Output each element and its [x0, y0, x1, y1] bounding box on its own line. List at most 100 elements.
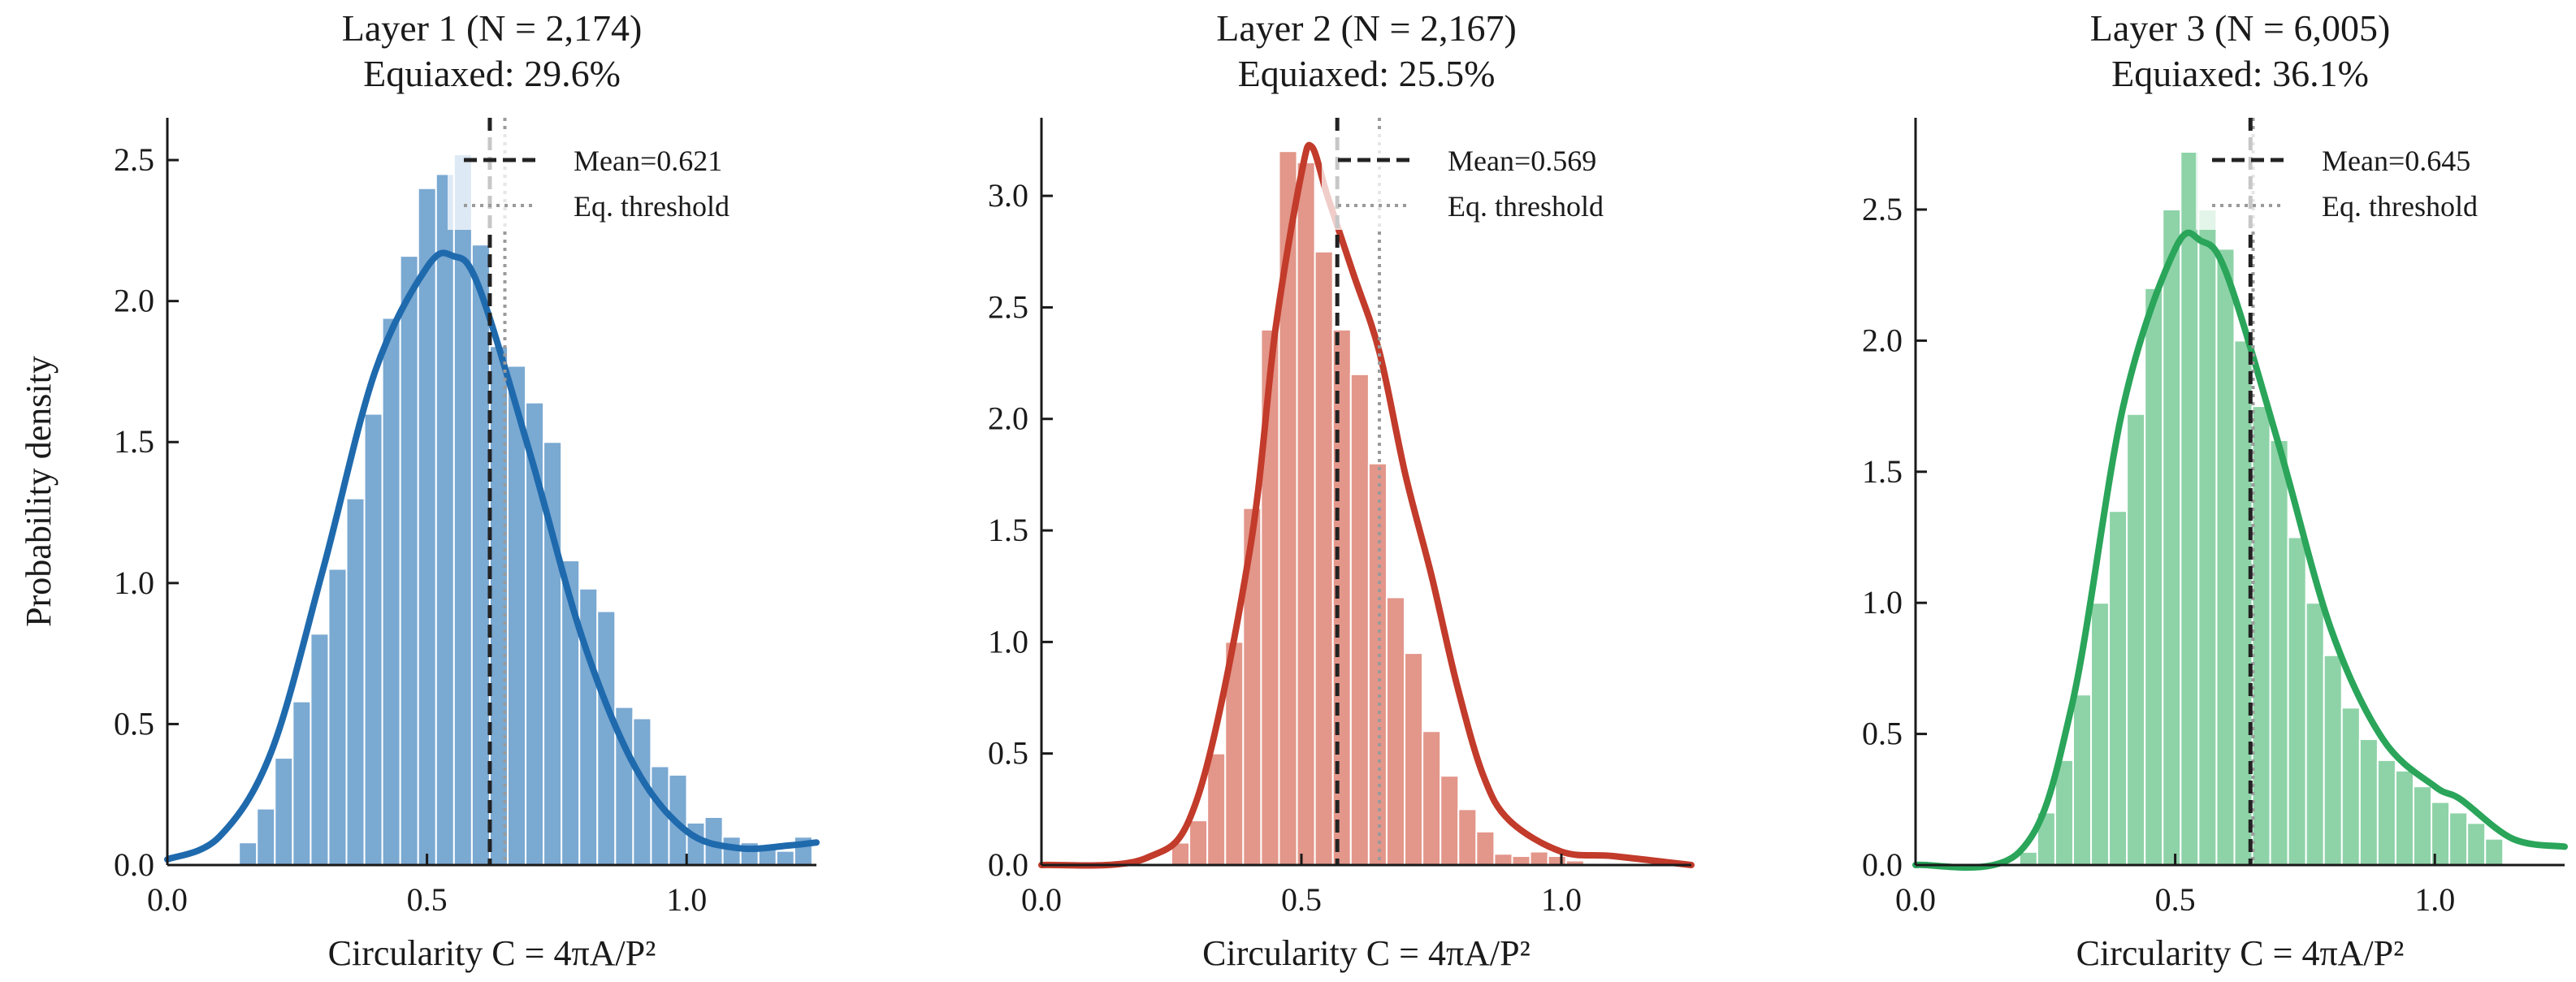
x-tick-label: 0.5: [2155, 881, 2196, 918]
legend-threshold-label: Eq. threshold: [574, 190, 730, 223]
histogram-bar: [2376, 759, 2396, 866]
legend: Mean=0.645 Eq. threshold: [2196, 134, 2565, 230]
histogram-bar: [2484, 837, 2505, 866]
histogram-bar: [2323, 654, 2343, 866]
histogram-bar: [292, 700, 312, 867]
histogram-bar: [1385, 596, 1406, 866]
legend-mean-label: Mean=0.645: [2322, 145, 2470, 177]
histogram-bar: [417, 187, 437, 867]
histogram-bar: [256, 807, 276, 867]
y-tick-label: 0.0: [1862, 846, 1903, 883]
y-axis-label: Probability density: [19, 356, 58, 627]
panel-subtitle: Equiaxed: 25.5%: [1238, 53, 1496, 94]
y-tick-label: 1.5: [988, 512, 1028, 548]
y-tick-label: 1.5: [114, 423, 154, 460]
histogram-bar: [2251, 405, 2271, 866]
histogram-bar: [238, 841, 258, 866]
x-tick-label: 0.5: [407, 881, 448, 918]
histogram-bar: [596, 610, 617, 866]
histogram-bar: [2144, 287, 2164, 866]
x-tick-label: 1.0: [1541, 881, 1582, 918]
y-tick-label: 0.5: [114, 705, 154, 742]
histogram-bar: [2018, 850, 2038, 866]
kde-curve: [1912, 229, 2568, 872]
histogram-bar: [1440, 775, 1460, 867]
y-tick-label: 2.5: [988, 288, 1028, 325]
histogram-bar: [363, 413, 383, 866]
y-tick-label: 1.5: [1862, 453, 1903, 490]
histogram-bar: [1296, 161, 1316, 866]
y-tick-label: 1.0: [1862, 584, 1903, 621]
y-tick-label: 2.0: [988, 400, 1028, 437]
x-axis-label: Circularity C = 4πA/P²: [2076, 933, 2405, 973]
histogram-bar: [274, 757, 294, 867]
histogram-bar: [1349, 373, 1370, 866]
panel-title: Layer 3 (N = 6,005): [2090, 7, 2391, 49]
layer-3-panel: Mean=0.645 Eq. threshold 0.0 0.5 1.0 1.5 2.0 2.…: [1862, 7, 2568, 973]
histogram-bar: [2394, 769, 2414, 866]
y-tick-label: 1.0: [114, 565, 154, 601]
histogram-bar: [1511, 855, 1531, 867]
layer-2-panel: Mean=0.569 Eq. threshold 0.0 0.5 1.0 1.5 2.0 2.…: [988, 7, 1695, 973]
y-tick-label: 1.0: [988, 623, 1028, 660]
layer-1-panel: Mean=0.621 Eq. threshold 0.0 0.5 1.0 1.5 2.0 2.…: [114, 7, 820, 973]
histogram-bar: [399, 255, 419, 866]
histogram-bar: [381, 317, 401, 866]
histogram-bar: [2305, 602, 2325, 866]
panel-subtitle: Equiaxed: 36.1%: [2111, 53, 2369, 94]
histogram-bar: [1547, 855, 1567, 867]
histogram-bars: [1171, 150, 1585, 867]
histogram-bar: [1457, 808, 1478, 867]
histogram-bar: [1367, 462, 1388, 866]
kde-curve: [164, 249, 820, 863]
histogram-bar: [2090, 602, 2111, 866]
x-tick-label: 0.0: [147, 881, 188, 918]
histogram-bar: [2412, 785, 2433, 866]
kde-curve: [1038, 141, 1695, 869]
histogram-bar: [2269, 439, 2289, 866]
legend-mean-label: Mean=0.569: [1448, 145, 1596, 177]
histogram-bar: [2287, 536, 2307, 866]
histogram-bar: [435, 173, 455, 866]
x-tick-label: 1.0: [666, 881, 707, 918]
histogram-bar: [470, 244, 491, 867]
y-tick-label: 2.0: [1862, 322, 1903, 358]
legend: Mean=0.621 Eq. threshold: [448, 134, 817, 230]
legend-box: [448, 134, 817, 230]
histogram-bar: [2072, 694, 2093, 866]
y-tick-label: 0.5: [1862, 716, 1903, 752]
histogram-bar: [1493, 853, 1513, 867]
y-tick-label: 0.0: [114, 846, 154, 883]
histogram-bar: [1475, 830, 1496, 866]
panel-title: Layer 2 (N = 2,167): [1216, 7, 1517, 49]
histogram-bar: [327, 568, 348, 866]
histogram-bar: [2108, 510, 2128, 867]
histogram-bar: [2197, 208, 2218, 867]
legend: Mean=0.569 Eq. threshold: [1322, 134, 1691, 230]
histogram-bar: [1314, 250, 1334, 866]
panel-subtitle: Equiaxed: 29.6%: [363, 53, 621, 94]
histogram-bar: [2180, 150, 2200, 866]
y-tick-label: 2.5: [114, 141, 154, 178]
legend-threshold-label: Eq. threshold: [2322, 190, 2478, 223]
histogram-bar: [310, 633, 330, 866]
histogram-bar: [686, 821, 706, 866]
legend-mean-label: Mean=0.621: [574, 145, 722, 177]
panel-title: Layer 1 (N = 2,174): [342, 7, 643, 49]
histogram-bar: [2126, 413, 2146, 866]
y-tick-label: 3.0: [988, 177, 1028, 214]
x-axis-label: Circularity C = 4πA/P²: [1202, 933, 1530, 973]
x-tick-label: 1.0: [2414, 881, 2455, 918]
y-tick-label: 2.5: [1862, 191, 1903, 227]
histogram-bar: [1422, 730, 1442, 866]
histogram-bar: [1529, 850, 1549, 867]
x-tick-label: 0.0: [1895, 881, 1936, 918]
histogram-bar: [1404, 652, 1424, 866]
histogram-bar: [775, 850, 795, 867]
histogram-bar: [2340, 707, 2361, 866]
histogram-bar: [2448, 811, 2469, 866]
x-axis-label: Circularity C = 4πA/P²: [328, 933, 656, 973]
y-tick-label: 0.5: [988, 735, 1028, 772]
histogram-bar: [2162, 208, 2182, 867]
